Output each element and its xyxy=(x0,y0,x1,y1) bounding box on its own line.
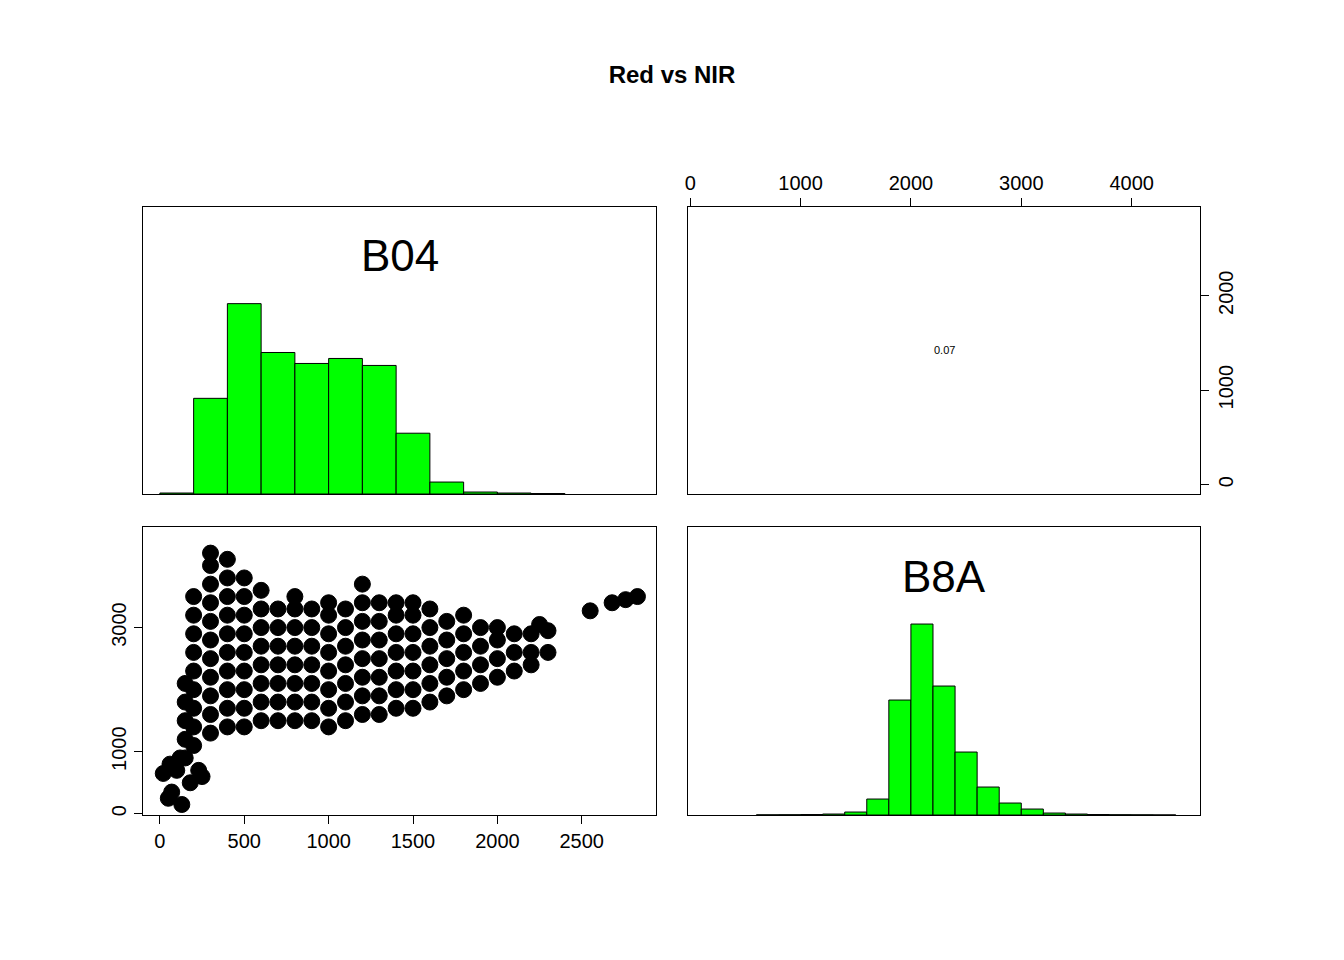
svg-text:1000: 1000 xyxy=(108,726,130,771)
svg-text:2000: 2000 xyxy=(475,830,520,852)
svg-text:0: 0 xyxy=(685,172,696,194)
svg-text:2000: 2000 xyxy=(1215,270,1237,315)
svg-text:Red vs NIR: Red vs NIR xyxy=(609,61,736,88)
svg-text:1500: 1500 xyxy=(391,830,436,852)
svg-text:2000: 2000 xyxy=(889,172,934,194)
svg-text:2500: 2500 xyxy=(560,830,605,852)
svg-text:0: 0 xyxy=(154,830,165,852)
svg-text:0.07: 0.07 xyxy=(934,344,955,356)
svg-text:1000: 1000 xyxy=(1215,365,1237,410)
svg-text:B04: B04 xyxy=(361,231,439,280)
svg-text:1000: 1000 xyxy=(778,172,823,194)
svg-text:3000: 3000 xyxy=(999,172,1044,194)
svg-text:0: 0 xyxy=(1215,476,1237,487)
svg-text:B8A: B8A xyxy=(902,552,986,601)
svg-text:500: 500 xyxy=(228,830,261,852)
svg-text:4000: 4000 xyxy=(1109,172,1154,194)
svg-text:0: 0 xyxy=(108,805,130,816)
svg-text:1000: 1000 xyxy=(306,830,351,852)
svg-text:3000: 3000 xyxy=(108,602,130,647)
